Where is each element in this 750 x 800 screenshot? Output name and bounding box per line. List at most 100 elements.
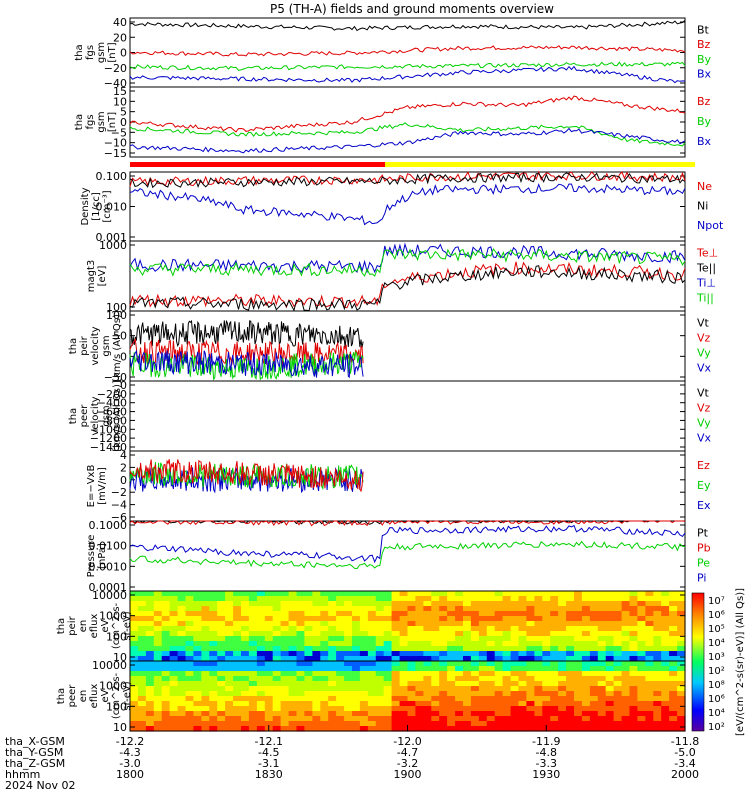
spectrogram-cell: [383, 596, 393, 602]
spectrogram-cell: [359, 716, 369, 722]
spectrogram-cell: [280, 616, 290, 622]
spectrogram-cell: [423, 716, 432, 722]
spectrogram-cell: [161, 676, 171, 682]
spectrogram-cell: [550, 661, 559, 667]
spectrogram-cell: [161, 641, 171, 647]
spectrogram-cell: [534, 626, 543, 632]
y-tick-label: 20: [113, 31, 127, 44]
spectrogram-cell: [407, 691, 416, 697]
spectrogram-cell: [217, 626, 226, 632]
spectrogram-cell: [248, 616, 258, 622]
spectrogram-cell: [336, 651, 345, 657]
spectrogram-cell: [439, 641, 448, 647]
spectrogram-cell: [177, 671, 187, 677]
spectrogram-cell: [526, 606, 535, 612]
spectrogram-cell: [526, 726, 535, 732]
spectrogram-cell: [264, 701, 274, 707]
spectrogram-cell: [645, 611, 654, 617]
y-axis-label: gsm: [96, 111, 107, 132]
spectrogram-cell: [272, 611, 282, 617]
spectrogram-cell: [621, 616, 631, 622]
spectrogram-cell: [558, 616, 567, 622]
spectrogram-cell: [455, 711, 464, 717]
spectrogram-cell: [494, 721, 504, 727]
spectrogram-cell: [566, 611, 575, 617]
spectrogram-cell: [256, 626, 266, 632]
spectrogram-cell: [320, 606, 329, 612]
spectrogram-cell: [209, 646, 218, 652]
x-tick-label: -4.3: [119, 746, 140, 759]
spectrogram-cell: [344, 666, 353, 672]
spectrogram-cell: [344, 696, 353, 702]
spectrogram-cell: [233, 596, 242, 602]
spectrogram-cell: [550, 706, 559, 712]
y-tick-label: 10: [113, 651, 127, 664]
spectrogram-cell: [296, 591, 305, 597]
spectrogram-cell: [613, 706, 623, 712]
spectrogram-cell: [669, 596, 678, 602]
spectrogram-cell: [455, 706, 464, 712]
spectrogram-cell: [161, 606, 171, 612]
spectrogram-cell: [320, 716, 329, 722]
spectrogram-cell: [383, 711, 393, 717]
spectrogram-cell: [431, 716, 440, 722]
spectrogram-cell: [526, 701, 535, 707]
spectrogram-cell: [137, 646, 147, 652]
spectrogram-cell: [423, 726, 432, 732]
spectrogram-cell: [217, 706, 226, 712]
spectrogram-cell: [486, 631, 496, 637]
spectrogram-cell: [589, 706, 599, 712]
spectrogram-cell: [486, 696, 496, 702]
spectrogram-cell: [637, 606, 646, 612]
spectrogram-cell: [145, 696, 155, 702]
spectrogram-cell: [145, 636, 155, 642]
spectrogram-cell: [423, 596, 432, 602]
spectrogram-cell: [145, 691, 155, 697]
spectrogram-cell: [177, 691, 187, 697]
spectrogram-cell: [653, 596, 662, 602]
spectrogram-cell: [677, 651, 686, 657]
spectrogram-cell: [201, 596, 210, 602]
spectrogram-cell: [558, 641, 567, 647]
spectrogram-cell: [320, 626, 329, 632]
spectrogram-cell: [597, 686, 607, 692]
spectrogram-cell: [669, 601, 678, 607]
legend-Vt: Vt: [697, 317, 710, 330]
spectrogram-cell: [589, 676, 599, 682]
spectrogram-cell: [296, 676, 305, 682]
spectrogram-cell: [407, 651, 416, 657]
spectrogram-cell: [130, 646, 139, 652]
spectrogram-cell: [455, 701, 464, 707]
y-tick-label: 0: [120, 350, 127, 363]
spectrogram-cell: [677, 676, 686, 682]
spectrogram-cell: [574, 631, 583, 637]
spectrogram-cell: [423, 671, 432, 677]
legend-Pt: Pt: [697, 527, 709, 540]
spectrogram-cell: [589, 656, 599, 662]
spectrogram-cell: [272, 616, 282, 622]
spectrogram-cell: [502, 636, 512, 642]
spectrogram-cell: [352, 641, 361, 647]
y-tick-label: 0.1000: [89, 519, 128, 532]
spectrogram-cell: [352, 666, 361, 672]
spectrogram-cell: [574, 696, 583, 702]
spectrogram-cell: [375, 676, 385, 682]
spectrogram-cell: [137, 601, 147, 607]
spectrogram-cell: [145, 646, 155, 652]
spectrogram-cell: [510, 621, 520, 627]
spectrogram-cell: [399, 671, 409, 677]
spectrogram-cell: [566, 711, 575, 717]
spectrogram-cell: [645, 591, 654, 597]
spectrogram-cell: [470, 696, 480, 702]
spectrogram-cell: [248, 691, 258, 697]
spectrogram-cell: [677, 716, 686, 722]
spectrogram-cell: [415, 626, 424, 632]
spectrogram-cell: [336, 671, 345, 677]
spectrogram-cell: [645, 681, 654, 687]
spectrogram-cell: [613, 676, 623, 682]
spectrogram-cell: [201, 676, 210, 682]
spectrogram-cell: [383, 691, 393, 697]
spectrogram-cell: [677, 721, 686, 727]
spectrogram-cell: [264, 671, 274, 677]
spectrogram-cell: [256, 611, 266, 617]
